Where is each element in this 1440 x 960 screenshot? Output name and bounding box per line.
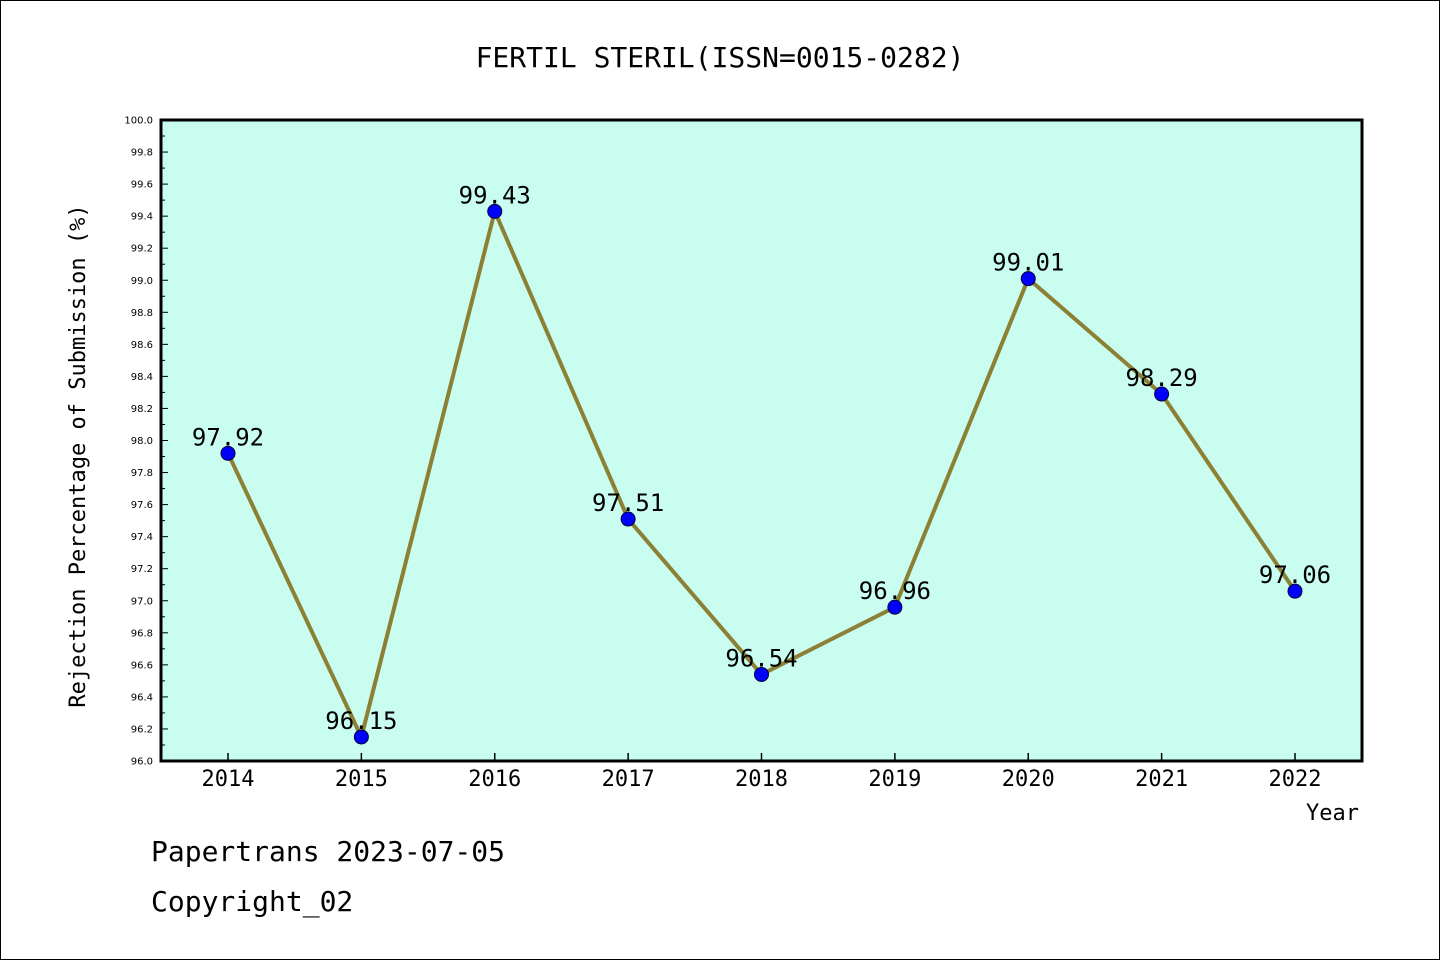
y-tick-label: 97.8	[131, 468, 153, 479]
data-point-2021	[1154, 386, 1170, 402]
y-tick-label: 99.0	[131, 276, 153, 287]
y-tick-label: 97.4	[131, 532, 153, 543]
data-label-2016: 99.43	[459, 181, 531, 209]
x-tick-label: 2019	[868, 767, 921, 792]
x-tick-label: 2017	[602, 767, 655, 792]
data-label-2019: 96.96	[859, 577, 931, 605]
plot-area	[161, 120, 1362, 761]
y-tick-label: 98.4	[131, 372, 153, 383]
plot-frame	[159, 118, 1364, 763]
y-tick-label: 98.0	[131, 436, 153, 447]
y-tick-label: 98.2	[131, 404, 153, 415]
data-label-2018: 96.54	[725, 644, 797, 672]
data-label-2021: 98.29	[1126, 364, 1198, 392]
data-label-2014: 97.92	[192, 423, 264, 451]
data-point-2018	[754, 666, 769, 682]
y-tick-label: 97.6	[131, 500, 153, 511]
x-tick-label: 2022	[1269, 767, 1322, 792]
x-axis: 2014 2015 2016 2017 2018 2019 2020 2021 2022	[202, 753, 1322, 792]
y-tick-label: 96.0	[131, 757, 153, 768]
data-label-2015: 96.15	[325, 707, 397, 735]
x-axis-label: Year	[1306, 801, 1359, 826]
data-point-2014	[220, 445, 236, 461]
data-label-2022: 97.06	[1259, 561, 1331, 589]
y-tick-label: 99.4	[131, 212, 153, 223]
y-tick-label: 96.4	[131, 692, 153, 703]
data-point-2017	[620, 511, 636, 527]
x-tick-label: 2021	[1135, 767, 1188, 792]
y-tick-label: 96.8	[131, 628, 153, 639]
data-label-2020: 99.01	[992, 249, 1064, 277]
data-point-2020	[1020, 271, 1036, 287]
data-point-2015	[353, 729, 369, 745]
data-point-2022	[1287, 583, 1303, 599]
y-tick-label: 97.0	[131, 596, 153, 607]
y-tick-label: 98.6	[131, 340, 153, 351]
data-label-2017: 97.51	[592, 489, 664, 517]
y-tick-label: 99.8	[131, 148, 153, 159]
footer-date: Papertrans 2023-07-05	[151, 835, 506, 868]
y-tick-label: 100.0	[124, 116, 153, 127]
series-markers	[220, 203, 1303, 745]
y-tick-label: 99.6	[131, 180, 153, 191]
y-tick-label: 96.6	[131, 660, 153, 671]
data-point-2019	[887, 599, 903, 615]
x-tick-label: 2014	[202, 767, 255, 792]
y-tick-label: 99.2	[131, 244, 153, 255]
x-tick-label: 2018	[735, 767, 788, 792]
chart-title: FERTIL STERIL(ISSN=0015-0282)	[476, 41, 965, 74]
y-axis-label: Rejection Percentage of Submission (%)	[66, 204, 91, 707]
x-tick-label: 2020	[1002, 767, 1055, 792]
footer-copyright: Copyright_02	[151, 885, 354, 918]
y-tick-label: 98.8	[131, 308, 153, 319]
y-tick-label: 97.2	[131, 564, 153, 575]
data-point-2016	[487, 203, 503, 219]
x-tick-label: 2015	[335, 767, 388, 792]
x-tick-label: 2016	[468, 767, 521, 792]
y-tick-label: 96.2	[131, 724, 153, 735]
data-labels: 97.92 96.15 99.43 97.51 96.54 96.96 99.01 98.29…	[192, 181, 1331, 735]
